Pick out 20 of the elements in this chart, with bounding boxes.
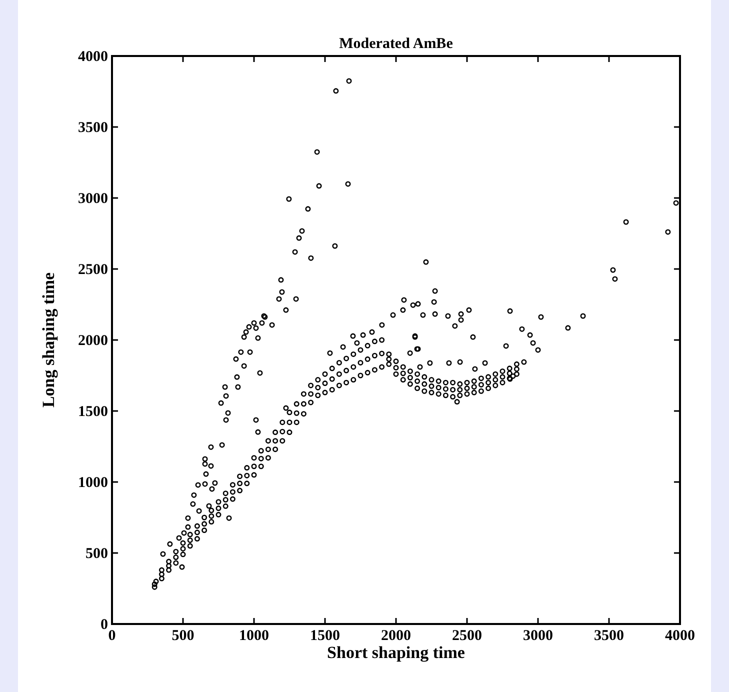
x-tick-label: 4000 [665, 628, 695, 644]
y-tick-label: 1000 [78, 475, 108, 491]
y-tick-label: 2500 [78, 262, 108, 278]
x-tick-label: 3000 [523, 628, 553, 644]
x-tick-label: 2500 [452, 628, 482, 644]
y-tick-label: 500 [86, 546, 108, 562]
y-axis-title: Long shaping time [39, 272, 58, 408]
x-tick-label: 500 [172, 628, 194, 644]
y-tick-label: 0 [100, 617, 108, 633]
x-tick-label: 1000 [239, 628, 269, 644]
y-tick-label: 1500 [78, 404, 108, 420]
x-axis-title: Short shaping time [327, 643, 466, 662]
x-tick-label: 2000 [381, 628, 411, 644]
y-tick-label: 2000 [78, 333, 108, 349]
x-tick-label: 1500 [310, 628, 340, 644]
y-tick-label: 4000 [78, 49, 108, 65]
y-tick-label: 3000 [78, 191, 108, 207]
y-tick-label: 3500 [78, 120, 108, 136]
x-tick-label: 3500 [594, 628, 624, 644]
chart-title: Moderated AmBe [339, 36, 454, 52]
